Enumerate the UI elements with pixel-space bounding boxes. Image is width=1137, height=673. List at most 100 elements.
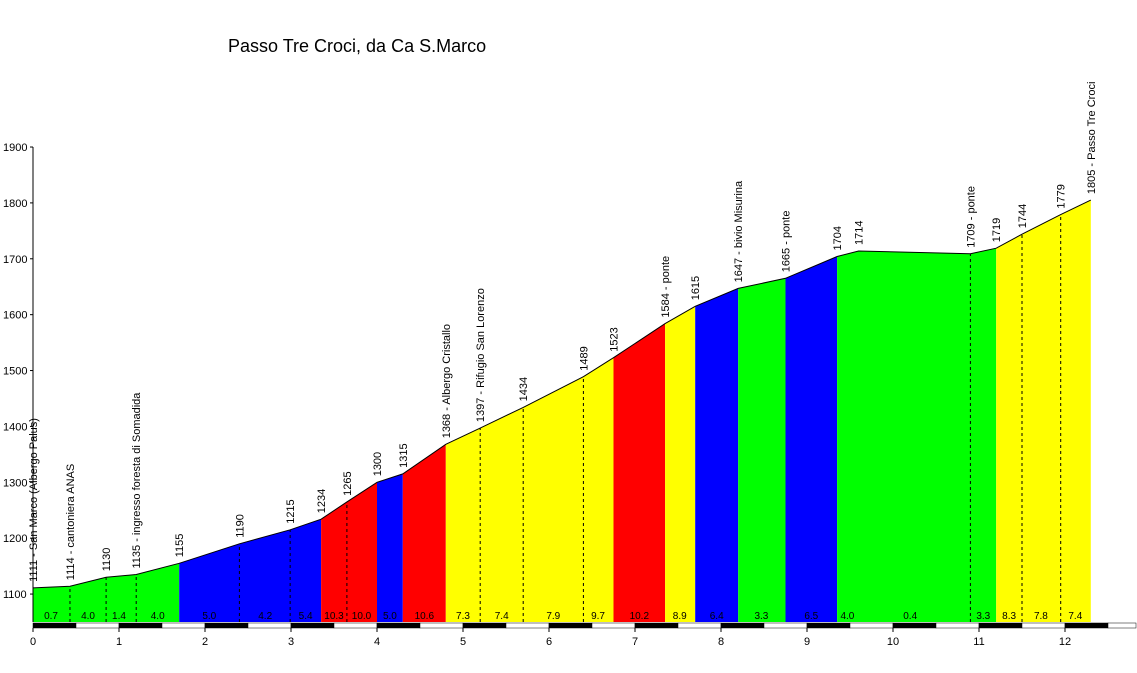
- km-bar-block: [591, 622, 636, 629]
- gradient-label: 5.4: [299, 611, 313, 622]
- profile-segment-3: [377, 473, 403, 622]
- y-tick-label: 1100: [3, 589, 27, 601]
- gradient-label: 4.0: [81, 611, 95, 622]
- profile-segment-2: [321, 482, 377, 622]
- km-bar-block: [548, 622, 593, 629]
- elevation-annotation: 1434: [518, 377, 530, 401]
- gradient-label: 5.0: [202, 611, 216, 622]
- km-bar-block: [505, 622, 550, 629]
- gradient-label: 5.0: [383, 611, 397, 622]
- elevation-annotation: 1135 - ingresso foresta di Somadida: [131, 392, 143, 569]
- profile-segment-4: [402, 444, 446, 622]
- profile-segment-9: [738, 278, 786, 622]
- profile-segment-6: [613, 323, 666, 622]
- elevation-annotation: 1397 - Rifugio San Lorenzo: [475, 288, 487, 422]
- elevation-annotation: 1779: [1056, 184, 1068, 208]
- profile-segment-8: [695, 288, 739, 622]
- profile-segment-7: [665, 306, 696, 622]
- profile-line: [32, 199, 1092, 589]
- km-bar-block: [32, 622, 77, 629]
- km-bar-block: [806, 622, 851, 629]
- x-tick-label: 5: [460, 636, 466, 648]
- elevation-annotation: 1130: [101, 548, 113, 572]
- gradient-label: 10.6: [415, 611, 435, 622]
- elevation-annotation: 1523: [609, 327, 621, 351]
- km-bar-block: [763, 622, 808, 629]
- x-tick-label: 1: [116, 636, 122, 648]
- km-bar-block: [290, 622, 335, 629]
- elevation-annotation: 1368 - Albergo Cristallo: [441, 324, 453, 438]
- profile-segment-10: [785, 256, 838, 622]
- x-tick-label: 9: [804, 636, 810, 648]
- gradient-label: 0.4: [903, 611, 917, 622]
- elevation-annotation: 1190: [234, 514, 246, 538]
- y-tick-label: 1500: [3, 366, 27, 378]
- gradient-label: 3.3: [754, 611, 768, 622]
- km-bar-block: [376, 622, 421, 629]
- gradient-label: 0.7: [44, 611, 58, 622]
- km-bar-block: [419, 622, 464, 629]
- elevation-annotation: 1665 - ponte: [781, 211, 793, 273]
- y-tick-label: 1800: [3, 198, 27, 210]
- x-tick-label: 0: [30, 636, 36, 648]
- profile-segment-11: [837, 248, 997, 622]
- gradient-label: 7.3: [456, 611, 470, 622]
- y-tick-label: 1700: [3, 254, 27, 266]
- gradient-label: 6.4: [710, 611, 724, 622]
- elevation-annotation: 1744: [1017, 204, 1029, 228]
- gradient-label: 7.4: [495, 611, 509, 622]
- elevation-annotation: 1489: [578, 346, 590, 370]
- profile-fill-group: [32, 199, 1092, 622]
- elevation-annotation: 1111 - San Marco (Albergo Palus): [28, 418, 40, 582]
- gradient-label: 10.3: [324, 611, 344, 622]
- elevation-annotation: 1584 - ponte: [660, 256, 672, 318]
- gradient-label: 7.8: [1034, 611, 1048, 622]
- km-bar-block: [1021, 622, 1066, 629]
- km-dividers-group: [69, 214, 1062, 622]
- km-bar-block: [204, 622, 249, 629]
- gradient-label: 7.4: [1068, 611, 1082, 622]
- elevation-annotation: 1805 - Passo Tre Croci: [1086, 82, 1098, 195]
- elevation-annotation: 1155: [174, 534, 186, 558]
- x-tick-label: 6: [546, 636, 552, 648]
- y-tick-label: 1300: [3, 477, 27, 489]
- km-bar-block: [978, 622, 1023, 629]
- elevation-annotation: 1315: [398, 443, 410, 467]
- x-tick-label: 10: [887, 636, 899, 648]
- elevation-annotation: 1704: [832, 226, 844, 250]
- elevation-annotation: 1234: [316, 489, 328, 513]
- elevation-annotation: 1215: [285, 499, 297, 523]
- gradient-label: 4.0: [840, 611, 854, 622]
- gradient-label: 8.9: [673, 611, 687, 622]
- elevation-annotation: 1714: [854, 221, 866, 245]
- annotation-labels-group: 1111 - San Marco (Albergo Palus) 1114 - c…: [28, 82, 1098, 582]
- profile-segment-5: [445, 357, 614, 622]
- gradient-label: 8.3: [1002, 611, 1016, 622]
- elevation-annotation: 1265: [342, 471, 354, 495]
- gradient-label: 10.0: [352, 611, 372, 622]
- elevation-annotation: 1709 - ponte: [965, 186, 977, 248]
- y-tick-label: 1600: [3, 310, 27, 322]
- x-tick-label: 11: [973, 636, 984, 648]
- x-tick-label: 4: [374, 636, 380, 648]
- y-tick-label: 1400: [3, 421, 27, 433]
- km-bar-block: [1064, 622, 1109, 629]
- km-bar-block: [247, 622, 292, 629]
- profile-segment-12: [996, 200, 1091, 622]
- x-tick-label: 2: [202, 636, 208, 648]
- km-bar-block: [75, 622, 120, 629]
- gradient-label: 9.7: [591, 611, 605, 622]
- profile-segment-1: [179, 519, 322, 622]
- gradient-labels-group: 0.7 4.0 1.4 4.0 5.0 4.2 5.4 10.3 10.0 5.0 10.6 7.3 7…: [44, 611, 1083, 622]
- km-bar-block: [935, 622, 980, 629]
- km-bar-block: [1107, 622, 1137, 629]
- elevation-annotation: 1719: [991, 218, 1003, 242]
- x-tick-label: 8: [718, 636, 724, 648]
- km-bar-block: [677, 622, 722, 629]
- elevation-annotation: 1615: [690, 276, 702, 300]
- x-tick-label: 3: [288, 636, 294, 648]
- km-bar-block: [849, 622, 894, 629]
- x-tick-label: 7: [632, 636, 638, 648]
- km-bar-block: [462, 622, 507, 629]
